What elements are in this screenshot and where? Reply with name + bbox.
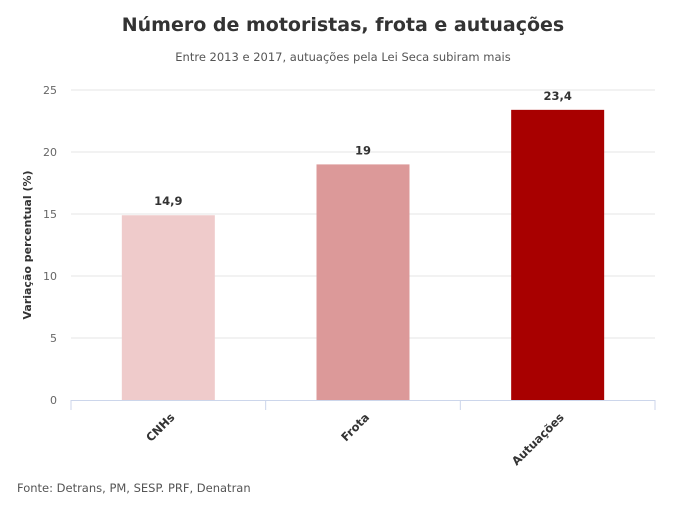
bar-cnhs [121, 215, 215, 400]
bar-frota [316, 164, 410, 400]
y-axis-title: Variação percentual (%) [21, 170, 34, 319]
data-label: 14,9 [154, 194, 182, 208]
y-tick-label: 10 [43, 270, 57, 283]
x-tick-label: CNHs [143, 410, 177, 444]
y-tick-label: 5 [50, 332, 57, 345]
y-tick-label: 25 [43, 84, 57, 97]
data-label: 23,4 [543, 89, 571, 103]
source-note: Fonte: Detrans, PM, SESP. PRF, Denatran [17, 481, 251, 495]
x-tick-label: Frota [338, 410, 372, 444]
y-tick-label: 15 [43, 208, 57, 221]
bar-autuações [511, 109, 605, 400]
x-tick-label: Autuações [509, 410, 567, 468]
data-label: 19 [355, 143, 371, 157]
y-tick-label: 0 [50, 394, 57, 407]
y-tick-label: 20 [43, 146, 57, 159]
chart-subtitle: Entre 2013 e 2017, autuações pela Lei Se… [175, 50, 511, 64]
chart-title: Número de motoristas, frota e autuações [121, 14, 565, 36]
